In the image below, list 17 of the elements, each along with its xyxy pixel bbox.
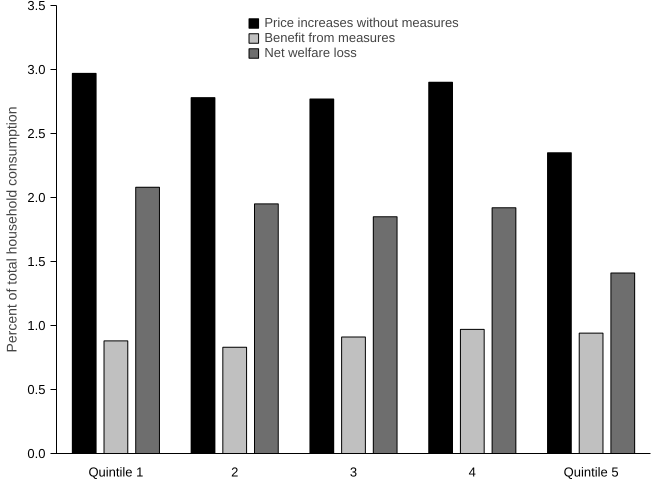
y-tick-label: 1.5 (27, 254, 46, 269)
y-tick-label: 3.0 (27, 62, 46, 77)
y-tick-label: 2.0 (27, 190, 46, 205)
y-tick-label: 2.5 (27, 126, 46, 141)
legend-label: Price increases without measures (264, 15, 459, 30)
y-axis-title: Percent of total household consumption (3, 106, 20, 352)
x-tick-label: Quintile 5 (564, 464, 619, 480)
x-tick-label: 3 (350, 464, 358, 480)
y-tick-label: 3.5 (27, 0, 46, 13)
x-tick-label: 4 (468, 464, 476, 480)
y-tick-label: 1.0 (27, 318, 46, 333)
legend-label: Net welfare loss (264, 45, 357, 60)
x-tick-label: Quintile 1 (88, 464, 144, 480)
x-tick-label: 2 (231, 464, 238, 480)
legend-label: Benefit from measures (264, 30, 396, 45)
y-tick-label: 0.5 (27, 382, 46, 397)
y-tick-label: 0.0 (27, 446, 46, 461)
